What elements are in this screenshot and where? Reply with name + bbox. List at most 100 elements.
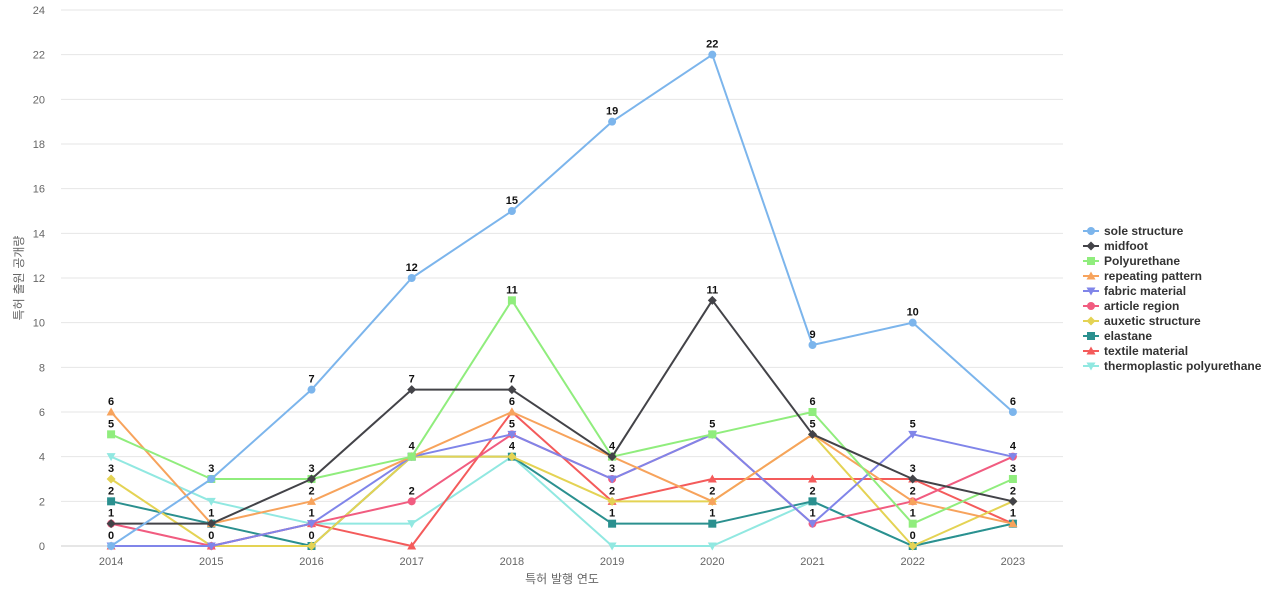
legend-marker [1086,241,1096,251]
legend-item[interactable]: textile material [1083,344,1188,358]
data-point [808,429,817,439]
x-axis-ticks: 2014 2015 2016 2017 2018 2019 2020 2021 2022 2023 [99,556,1025,568]
data-point [808,341,817,349]
legend-marker [1086,316,1096,326]
legend-label: article region [1104,299,1179,313]
data-point [507,385,517,395]
data-point [206,497,216,506]
data-label: 3 [308,463,314,475]
legend: sole structuremidfootPolyurethanerepeati… [1083,224,1262,373]
x-tick-label: 2020 [700,556,724,568]
data-label: 6 [809,396,815,408]
data-point [708,519,717,528]
data-point [106,474,116,484]
data-point [106,519,116,529]
data-point [1008,408,1017,416]
data-point [908,430,918,439]
data-point [106,407,116,416]
legend-label: fabric material [1104,284,1186,298]
data-point [707,474,717,483]
x-tick-label: 2019 [600,556,624,568]
data-point [908,541,918,551]
legend-marker [1086,362,1096,371]
data-point [307,520,316,529]
data-point [808,497,817,506]
data-point [708,50,717,59]
series-fabric-material [106,430,1018,551]
data-label: 0 [108,530,114,542]
data-label: 2 [409,485,415,497]
data-point [607,475,617,484]
data-label: 5 [910,418,916,430]
data-point [207,475,216,483]
data-label: 12 [406,262,418,274]
data-point [107,430,116,439]
data-label: 1 [208,508,214,520]
data-label: 1 [609,508,615,520]
legend-item[interactable]: repeating pattern [1083,269,1202,283]
data-label: 2 [1010,485,1016,497]
y-tick-label: 22 [33,50,45,62]
data-label: 1 [1010,508,1016,520]
x-tick-label: 2015 [199,556,223,568]
data-point [407,274,416,282]
data-label: 5 [108,418,114,430]
data-point [107,542,116,550]
series-sole-structure [107,50,1017,550]
data-point [607,452,617,462]
y-tick-label: 8 [39,362,45,374]
data-point [307,474,316,484]
data-point [808,408,817,416]
data-point [908,519,917,528]
legend-item[interactable]: article region [1083,299,1179,313]
data-point [107,497,116,506]
data-label: 4 [609,441,616,453]
data-label: 1 [308,508,314,520]
data-point [307,385,316,394]
y-tick-label: 2 [39,496,45,508]
series-line [110,53,1014,547]
y-tick-label: 16 [33,184,45,196]
legend-item[interactable]: Polyurethane [1083,254,1180,268]
data-label: 1 [809,508,815,520]
data-point [707,295,717,305]
y-tick-label: 6 [39,407,45,419]
data-label: 2 [108,485,114,497]
data-point [808,520,817,529]
series-midfoot [106,295,1018,529]
data-point [307,541,316,551]
data-label: 0 [308,530,314,542]
data-label: 7 [509,374,515,386]
data-point [507,452,517,462]
data-label: 1 [709,508,715,520]
data-point [1008,519,1018,528]
legend-label: midfoot [1104,239,1148,253]
legend-item[interactable]: auxetic structure [1083,314,1201,328]
data-label: 2 [709,485,715,497]
data-label: 2 [809,485,815,497]
series-lines [106,50,1018,551]
legend-item[interactable]: thermoplastic polyurethane [1083,359,1262,373]
data-point [1008,496,1018,506]
legend-marker [1086,271,1096,280]
legend-label: elastane [1104,329,1152,343]
legend-item[interactable]: elastane [1083,329,1152,343]
data-label: 22 [706,39,718,51]
series-line [110,299,1014,525]
data-label: 1 [108,508,114,520]
data-label: 3 [910,463,916,475]
x-tick-label: 2017 [399,556,423,568]
y-axis-title: 특허 출원 공개량 [12,236,26,321]
data-label: 3 [1010,463,1016,475]
data-label: 11 [706,284,718,296]
data-label: 0 [208,530,214,542]
data-point [908,496,918,505]
legend-item[interactable]: fabric material [1083,284,1186,298]
legend-item[interactable]: sole structure [1083,224,1184,238]
legend-item[interactable]: midfoot [1083,239,1148,253]
series-line [111,299,1014,525]
x-axis-title: 특허 발행 연도 [525,571,599,586]
data-label: 1 [910,508,916,520]
